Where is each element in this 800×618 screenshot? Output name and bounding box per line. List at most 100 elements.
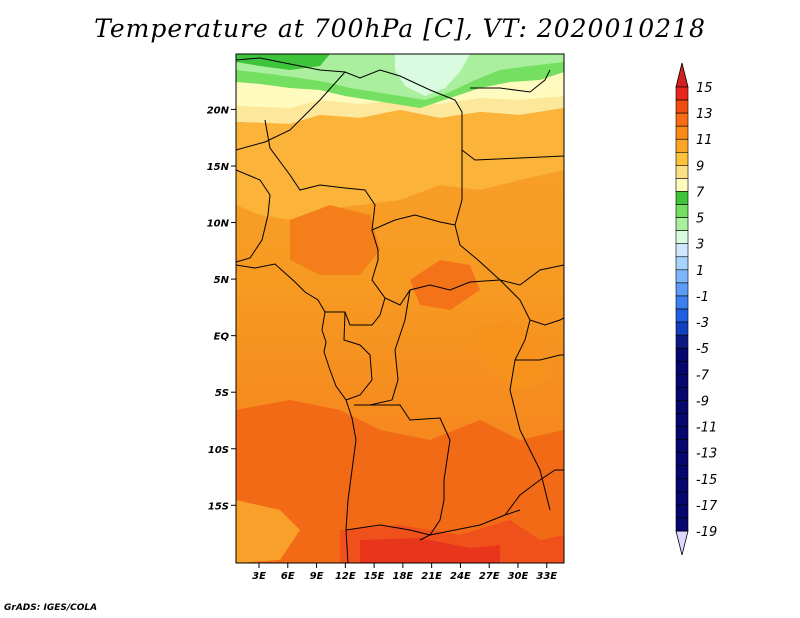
border-sahel-north bbox=[236, 69, 463, 200]
field-band-minus3 bbox=[395, 54, 470, 96]
border-congo-drc bbox=[343, 311, 373, 401]
lon-tick-label: 33E bbox=[536, 571, 557, 582]
colorbar-label: -13 bbox=[696, 447, 717, 462]
colorbar-arrow-bottom bbox=[675, 530, 689, 556]
country-boundaries bbox=[236, 57, 564, 563]
colorbar-segment bbox=[675, 165, 689, 179]
colorbar-segment bbox=[675, 491, 689, 506]
colorbar-segment bbox=[675, 138, 689, 153]
border-east-africa bbox=[499, 279, 551, 511]
colorbar-label: -5 bbox=[696, 342, 709, 357]
lon-tick-label: 6E bbox=[281, 571, 295, 582]
field-patch-west bbox=[290, 205, 380, 275]
map-frame bbox=[235, 53, 565, 564]
coastline-mediterranean bbox=[470, 69, 551, 93]
colorbar-segment bbox=[675, 282, 689, 297]
colorbar: 15 13 11 9 7 5 3 1 -1 -3 -5 -7 -9 -11 -13 -15 -17 -19 bbox=[675, 62, 718, 556]
colorbar-label: -17 bbox=[696, 499, 718, 514]
field-patch-central bbox=[410, 260, 480, 310]
field-band-7 bbox=[236, 108, 564, 220]
lat-tick-label: 15N bbox=[207, 162, 230, 173]
lat-tick-label: 15S bbox=[208, 501, 229, 512]
colorbar-label: 9 bbox=[696, 159, 704, 174]
colorbar-segment bbox=[675, 99, 689, 114]
colorbar-segment bbox=[675, 426, 689, 440]
colorbar-segment bbox=[675, 256, 689, 271]
field-patch-east bbox=[470, 320, 550, 390]
border-uganda-kenya bbox=[529, 317, 564, 326]
colorbar-label: -1 bbox=[696, 290, 709, 305]
lon-tick-label: 18E bbox=[393, 571, 414, 582]
colorbar-segment bbox=[675, 334, 689, 349]
colorbar-segment bbox=[675, 478, 689, 493]
colorbar-label: 15 bbox=[696, 81, 713, 96]
colorbar-segment bbox=[675, 439, 689, 453]
border-sudan-south bbox=[454, 199, 564, 286]
colorbar-label: 5 bbox=[696, 212, 704, 227]
colorbar-segment bbox=[675, 504, 689, 519]
lat-tick-label: 5N bbox=[214, 275, 230, 286]
border-niger-nigeria bbox=[264, 119, 379, 260]
latitude-axis: 20N 15N 10N 5N EQ 5S 10S 15S bbox=[207, 105, 236, 512]
lat-tick-label: 5S bbox=[215, 388, 229, 399]
colorbar-segment bbox=[675, 360, 689, 375]
colorbar-segment bbox=[675, 178, 689, 192]
colorbar-segment bbox=[675, 217, 689, 231]
colorbar-label: 11 bbox=[696, 133, 713, 148]
colorbar-segment bbox=[675, 230, 689, 245]
colorbar-segment bbox=[675, 86, 689, 101]
colorbar-segment bbox=[675, 347, 689, 362]
colorbar-label: 1 bbox=[696, 264, 704, 279]
border-chad-car bbox=[371, 214, 456, 231]
lat-tick-label: 10N bbox=[207, 219, 230, 230]
lon-tick-label: 15E bbox=[364, 571, 385, 582]
colorbar-segment bbox=[675, 374, 689, 388]
lon-tick-label: 9E bbox=[310, 571, 324, 582]
lat-tick-label: 20N bbox=[207, 105, 230, 116]
colorbar-segment bbox=[675, 125, 689, 140]
lon-tick-label: 21E bbox=[421, 571, 442, 582]
colorbar-label: 7 bbox=[696, 185, 705, 200]
colorbar-segment bbox=[675, 152, 689, 166]
colorbar-segment bbox=[675, 295, 689, 310]
colorbar-segment bbox=[675, 308, 689, 323]
colorbar-label: -3 bbox=[696, 316, 709, 331]
colorbar-segment bbox=[675, 191, 689, 205]
border-egypt-sudan bbox=[461, 149, 564, 161]
colorbar-segment bbox=[675, 112, 689, 127]
colorbar-segment bbox=[675, 269, 689, 284]
field-patch-southwest-light bbox=[236, 500, 300, 563]
lon-tick-label: 30E bbox=[508, 571, 529, 582]
lon-tick-label: 27E bbox=[479, 571, 500, 582]
coastline-west bbox=[236, 263, 357, 563]
colorbar-label: -7 bbox=[696, 368, 710, 383]
coastline-north-west bbox=[236, 57, 346, 73]
lon-tick-label: 24E bbox=[450, 571, 471, 582]
lat-tick-label: EQ bbox=[214, 332, 230, 343]
map-title: Temperature at 700hPa [C], VT: 202001021… bbox=[94, 14, 706, 43]
colorbar-segment bbox=[675, 465, 689, 480]
colorbar-label: 13 bbox=[696, 107, 713, 122]
field-band-15 bbox=[360, 538, 500, 563]
colorbar-segment bbox=[675, 321, 689, 336]
colorbar-segment bbox=[675, 204, 689, 218]
longitude-axis: 3E 6E 9E 12E 15E 18E 21E 24E 27E 30E 33E bbox=[252, 563, 557, 582]
colorbar-label: -9 bbox=[696, 394, 709, 409]
border-angola-drc bbox=[356, 404, 451, 541]
border-west-africa bbox=[236, 169, 271, 263]
border-tanzania bbox=[515, 354, 564, 361]
lon-tick-label: 3E bbox=[252, 571, 266, 582]
credit-label: GrADS: IGES/COLA bbox=[4, 603, 98, 613]
colorbar-arrow-top bbox=[675, 62, 689, 88]
field-band-11-south bbox=[236, 400, 564, 563]
colorbar-segment bbox=[675, 387, 689, 401]
border-gabon-congo bbox=[325, 297, 386, 326]
colorbar-segment bbox=[675, 243, 689, 258]
colorbar-label: -11 bbox=[696, 421, 717, 436]
colorbar-label: -19 bbox=[696, 525, 717, 540]
border-mozambique bbox=[504, 469, 564, 516]
lat-tick-label: 10S bbox=[208, 445, 229, 456]
colorbar-label: 3 bbox=[696, 238, 704, 253]
border-namibia-botswana bbox=[345, 509, 521, 536]
colorbar-segment bbox=[675, 452, 689, 467]
